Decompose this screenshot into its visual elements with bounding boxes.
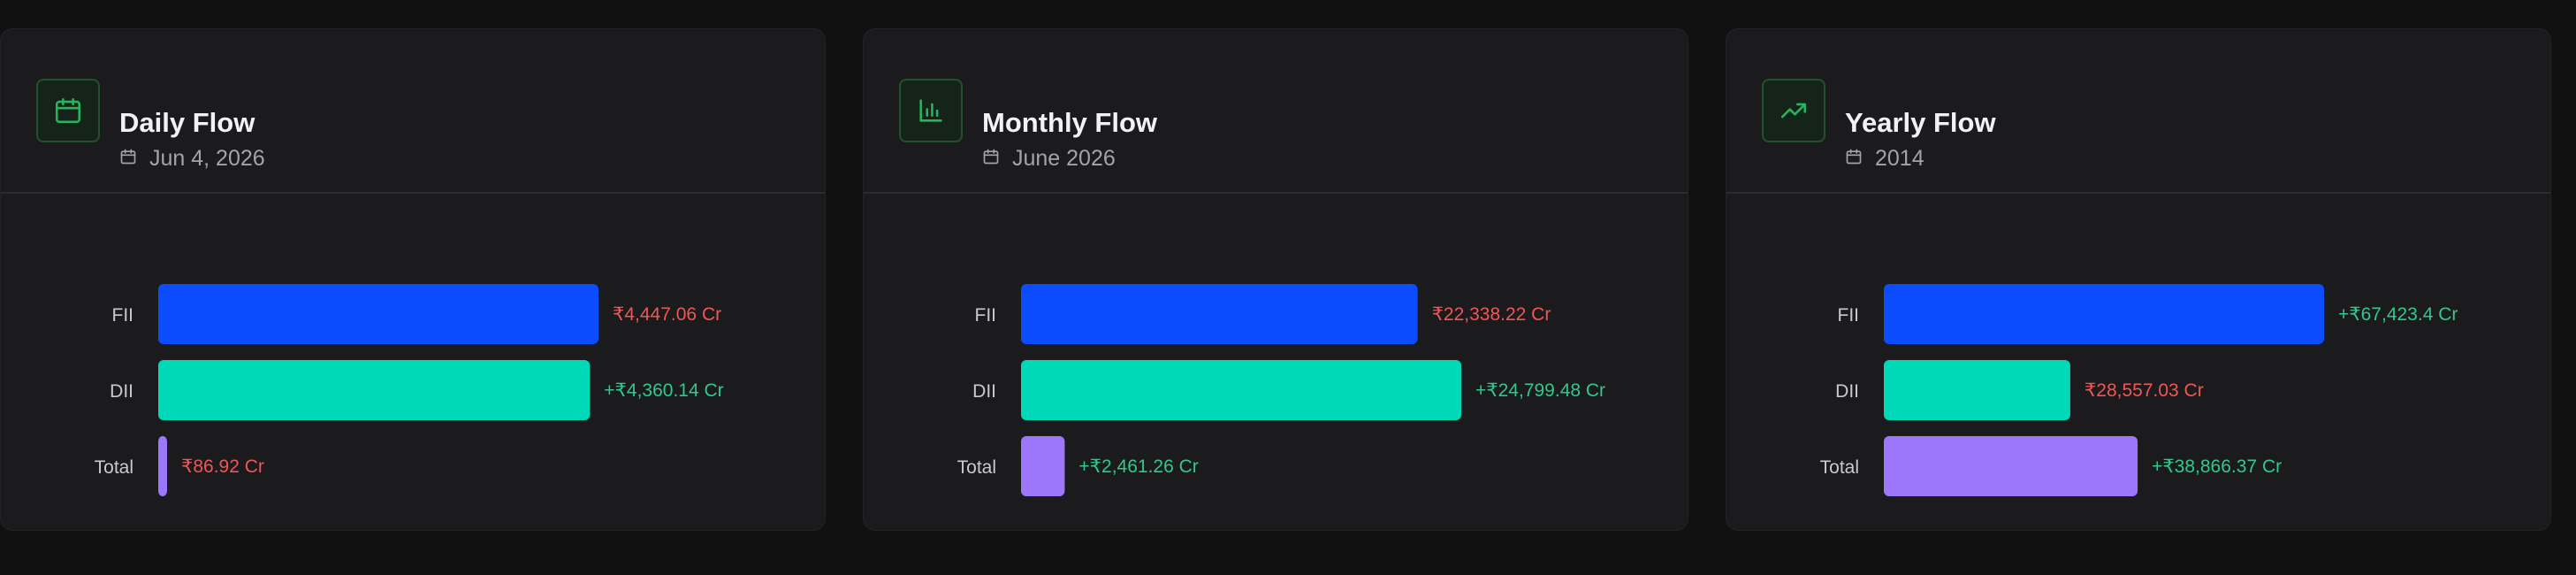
value-label-dii: ₹28,557.03 Cr	[2084, 380, 2204, 401]
small-calendar-icon	[982, 146, 1000, 172]
bar-dii	[1021, 360, 1461, 420]
calendar-icon	[36, 79, 100, 142]
value-label-fii: ₹22,338.22 Cr	[1432, 304, 1551, 325]
date-text: June 2026	[1012, 146, 1116, 171]
value-label-dii: +₹24,799.48 Cr	[1475, 380, 1605, 401]
yearly-flow-card: Yearly Flow 2014 FII +₹67,423.4 Cr DII ₹28,…	[1726, 28, 2551, 531]
card-header: Daily Flow Jun 4, 2026	[1, 29, 825, 194]
yearly-flow-chart: FII +₹67,423.4 Cr DII ₹28,557.03 Cr Total +₹3…	[1820, 284, 2458, 496]
bar-total	[1884, 436, 2138, 496]
value-label-dii: +₹4,360.14 Cr	[604, 380, 723, 401]
card-date: June 2026	[982, 146, 1116, 172]
card-title: Monthly Flow	[982, 107, 1158, 138]
bar-fii	[1884, 284, 2324, 344]
date-text: 2014	[1875, 146, 1924, 171]
monthly-flow-card: Monthly Flow June 2026 FII ₹22,338.22 Cr D…	[863, 28, 1688, 531]
bar-dii	[1884, 360, 2070, 420]
category-label-fii: FII	[975, 305, 997, 326]
value-label-total: +₹2,461.26 Cr	[1078, 456, 1198, 477]
value-label-fii: ₹4,447.06 Cr	[613, 304, 721, 325]
daily-flow-chart: FII ₹4,447.06 Cr DII +₹4,360.14 Cr Total ₹86.…	[95, 284, 724, 496]
bar-dii	[158, 360, 591, 420]
date-text: Jun 4, 2026	[149, 146, 265, 171]
card-header: Yearly Flow 2014	[1726, 29, 2550, 194]
card-date: 2014	[1845, 146, 1924, 172]
category-label-dii: DII	[1835, 381, 1859, 402]
category-label-fii: FII	[112, 305, 134, 326]
bar-total	[158, 436, 167, 496]
value-label-total: +₹38,866.37 Cr	[2152, 456, 2282, 477]
category-label-total: Total	[1820, 457, 1859, 478]
monthly-flow-chart: FII ₹22,338.22 Cr DII +₹24,799.48 Cr Total +₹…	[957, 284, 1605, 496]
small-calendar-icon	[1845, 146, 1863, 172]
trending-up-icon	[1762, 79, 1825, 142]
category-label-fii: FII	[1838, 305, 1860, 326]
small-calendar-icon	[119, 146, 137, 172]
card-title: Daily Flow	[119, 107, 255, 138]
card-title: Yearly Flow	[1845, 107, 1996, 138]
value-label-fii: +₹67,423.4 Cr	[2338, 304, 2458, 325]
category-label-total: Total	[957, 457, 996, 478]
bar-fii	[1021, 284, 1418, 344]
category-label-dii: DII	[972, 381, 996, 402]
daily-flow-card: Daily Flow Jun 4, 2026 FII ₹4,447.06 Cr DI…	[0, 28, 826, 531]
card-date: Jun 4, 2026	[119, 146, 265, 172]
bar-total	[1021, 436, 1065, 496]
value-label-total: ₹86.92 Cr	[181, 456, 264, 477]
category-label-total: Total	[95, 457, 133, 478]
card-header: Monthly Flow June 2026	[864, 29, 1688, 194]
category-label-dii: DII	[110, 381, 133, 402]
bar-fii	[158, 284, 598, 344]
bar-chart-icon	[899, 79, 963, 142]
